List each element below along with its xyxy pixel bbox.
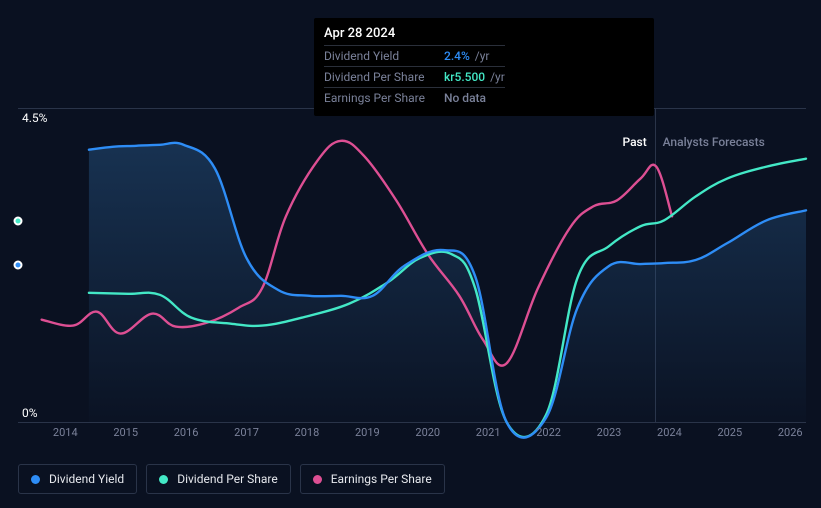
- tooltip-row-label: Earnings Per Share: [324, 88, 444, 109]
- tooltip-date: Apr 28 2024: [324, 26, 644, 41]
- tooltip-row-value: kr5.500 /yr: [444, 67, 505, 88]
- y-axis-max-label: 4.5%: [22, 111, 47, 125]
- x-tick-label: 2015: [113, 426, 138, 439]
- tooltip-row-value: 2.4% /yr: [444, 46, 505, 67]
- x-axis: 2014 2015 2016 2017 2018 2019 2020 2021 2022 2023…: [18, 426, 806, 446]
- x-tick-label: 2024: [657, 426, 682, 439]
- x-tick-label: 2014: [53, 426, 78, 439]
- chart-marker: [14, 217, 23, 226]
- legend-item[interactable]: Earnings Per Share: [300, 464, 445, 494]
- legend-dot-icon: [313, 475, 322, 484]
- tooltip-row-value: No data: [444, 88, 505, 109]
- legend-dot-icon: [31, 475, 40, 484]
- chart-tooltip: Apr 28 2024 Dividend Yield2.4% /yrDivide…: [314, 18, 654, 116]
- legend-label: Earnings Per Share: [331, 472, 432, 486]
- x-tick-label: 2016: [174, 426, 199, 439]
- x-tick-label: 2026: [778, 426, 803, 439]
- x-tick-label: 2019: [355, 426, 380, 439]
- x-tick-label: 2022: [536, 426, 561, 439]
- x-tick-label: 2021: [476, 426, 501, 439]
- x-tick-label: 2018: [295, 426, 320, 439]
- legend-item[interactable]: Dividend Per Share: [146, 464, 291, 494]
- x-tick-label: 2025: [717, 426, 742, 439]
- tooltip-table: Dividend Yield2.4% /yrDividend Per Share…: [324, 45, 505, 108]
- x-tick-label: 2023: [597, 426, 622, 439]
- legend-dot-icon: [159, 475, 168, 484]
- tooltip-row-label: Dividend Yield: [324, 46, 444, 67]
- chart-legend: Dividend Yield Dividend Per Share Earnings…: [18, 464, 445, 494]
- chart-container: 4.5% 0% Past Analysts Forecasts: [18, 108, 806, 423]
- legend-label: Dividend Per Share: [177, 472, 278, 486]
- chart-plot-area[interactable]: 4.5% 0% Past Analysts Forecasts: [18, 108, 806, 423]
- legend-label: Dividend Yield: [49, 472, 124, 486]
- chart-svg: [18, 109, 806, 422]
- legend-item[interactable]: Dividend Yield: [18, 464, 137, 494]
- chart-marker: [14, 261, 23, 270]
- y-axis-min-label: 0%: [22, 406, 38, 420]
- tooltip-row-label: Dividend Per Share: [324, 67, 444, 88]
- x-tick-label: 2017: [234, 426, 259, 439]
- x-tick-label: 2020: [415, 426, 440, 439]
